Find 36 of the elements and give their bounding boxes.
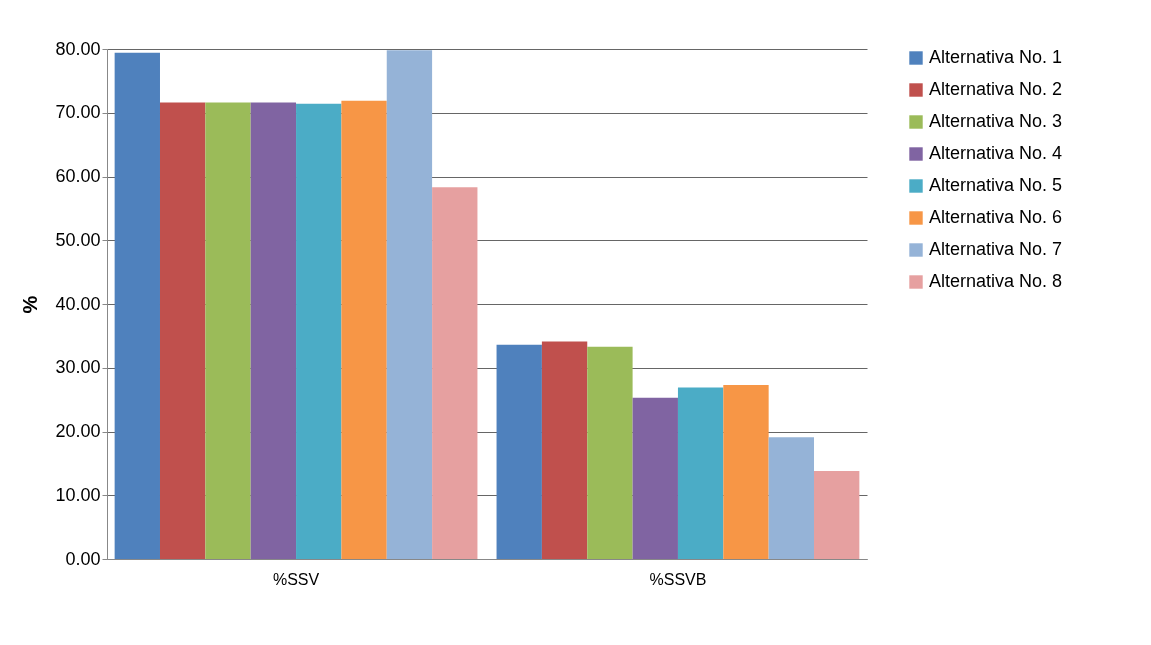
bar (205, 102, 251, 559)
bar (541, 341, 588, 559)
bar (814, 471, 860, 559)
bar (587, 346, 633, 559)
y-tick-label: 40.00 (55, 293, 101, 314)
y-tick-label: 60.00 (55, 166, 101, 186)
legend-label: Alternativa No. 3 (929, 111, 1063, 131)
bar (768, 437, 815, 559)
bar (386, 50, 433, 559)
y-tick-label: 50.00 (55, 229, 101, 250)
y-tick-label: 10.00 (55, 484, 101, 505)
y-axis-title: % (19, 295, 42, 314)
legend-label: Alternativa No. 4 (929, 143, 1063, 163)
legend-label: Alternativa No. 2 (929, 79, 1063, 99)
y-tick-label: 70.00 (55, 102, 101, 123)
bar (250, 102, 297, 559)
x-tick-label: %SSVB (649, 570, 707, 588)
y-tick-label: 80.00 (55, 38, 101, 59)
legend-label: Alternativa No. 6 (929, 207, 1063, 227)
bar (114, 52, 160, 559)
legend-label: Alternativa No. 8 (929, 271, 1063, 291)
bar (677, 387, 724, 559)
bar (159, 102, 206, 559)
x-tick-label: %SSV (272, 570, 320, 588)
y-tick-label: 20.00 (55, 421, 101, 441)
bar (296, 103, 342, 559)
bar (341, 100, 387, 559)
legend-label: Alternativa No. 7 (929, 239, 1063, 259)
bar (432, 187, 478, 559)
y-tick-label: 0.00 (65, 548, 101, 569)
y-tick-label: 30.00 (55, 357, 101, 378)
bar (723, 384, 769, 559)
bar (632, 397, 678, 559)
legend-label: Alternativa No. 5 (929, 175, 1063, 195)
bar (496, 344, 542, 559)
legend-label: Alternativa No. 1 (929, 47, 1063, 67)
